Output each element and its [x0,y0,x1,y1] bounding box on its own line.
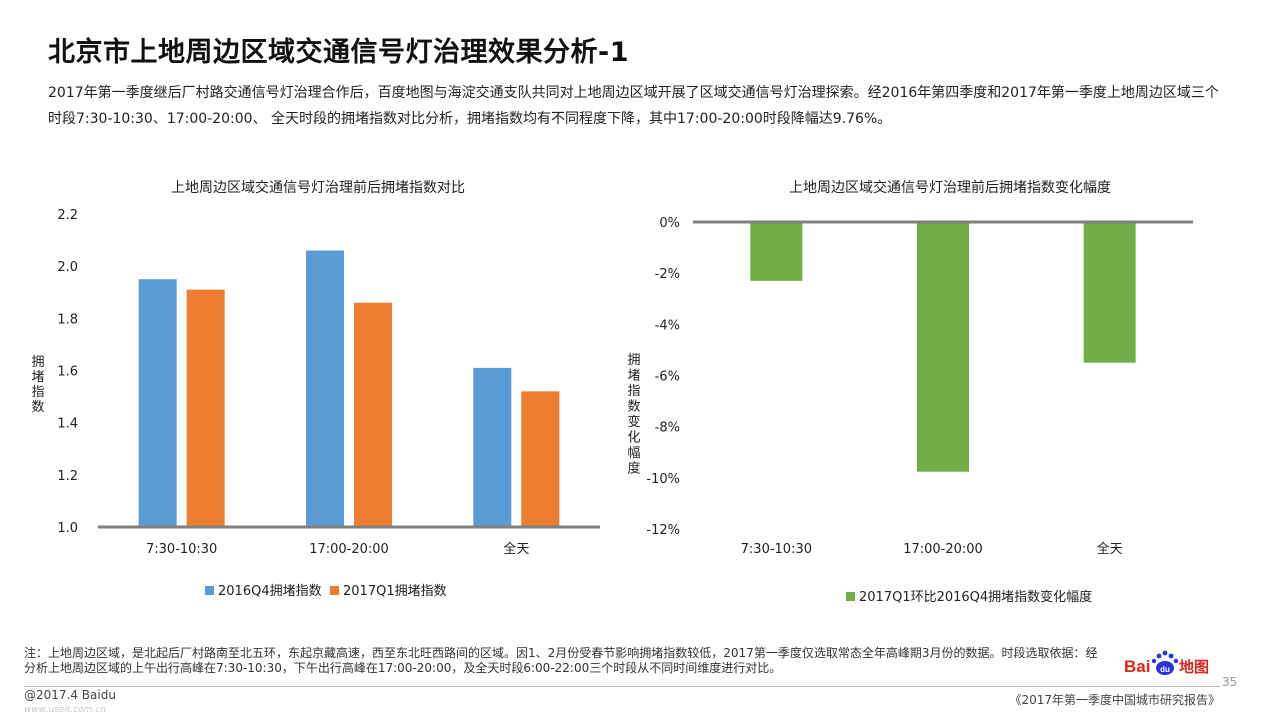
y-tick-label: -10% [646,472,680,487]
watermark: www.useit.com.cn [24,705,106,715]
y-tick-label: -12% [646,523,680,538]
x-category-label: 7:30-10:30 [146,542,217,557]
y-tick-label: -4% [655,318,680,333]
y-tick-label: 1.0 [57,521,78,536]
y-tick-label: 2.0 [57,260,78,275]
y-tick-label: 2.2 [57,208,78,223]
left-bar-chart: 上地周边区域交通信号灯治理前后拥堵指数对比 1.0 1.2 1.4 1.6 1.8 2.0 2… [31,179,600,599]
legend-label: 2016Q4拥堵指数 [218,584,322,599]
footnote: 注：上地周边区域，是北起后厂村路南至北五环，东起京藏高速，西至东北旺西路间的区域… [24,646,1098,675]
bar-2017q1 [186,289,225,527]
y-tick-label: 0% [659,216,680,231]
bar-2017q1 [354,302,392,527]
baidu-map-logo: Bai du 地图 [1124,646,1214,680]
x-category-label: 17:00-20:00 [903,542,983,557]
y-tick-label: -6% [655,370,680,385]
y-tick-label: 1.6 [57,365,78,380]
y-tick-label: 1.4 [57,417,78,432]
y-axis-label: 拥堵指数变化幅度 [627,353,640,477]
x-category-label: 全天 [503,541,529,557]
bar-change [917,222,969,472]
right-bar-chart: 上地周边区域交通信号灯治理前后拥堵指数变化幅度 0% -2% -4% -6% -8% -10… [627,179,1193,605]
copyright: @2017.4 Baidu [24,688,116,702]
x-category-label: 7:30-10:30 [741,542,812,557]
bar-change [1083,222,1136,363]
legend-swatch [205,586,214,595]
bar-change [750,222,803,281]
report-title-footer: 《2017年第一季度中国城市研究报告》 [1009,693,1220,707]
y-tick-label: -8% [655,421,680,436]
bar-2016q4 [306,250,344,527]
bar-2017q1 [521,391,560,527]
legend-swatch [846,592,855,601]
y-tick-label: -2% [655,267,680,282]
x-category-label: 17:00-20:00 [309,542,389,557]
y-axis-label: 拥堵指数 [31,355,44,415]
svg-text:地图: 地图 [1179,658,1209,676]
y-tick-label: 1.8 [57,312,78,327]
intro-paragraph: 2017年第一季度继后厂村路交通信号灯治理合作后，百度地图与海淀交通支队共同对上… [48,85,1219,127]
footer-divider [24,686,1220,687]
legend-swatch [330,586,339,595]
page-title: 北京市上地周边区域交通信号灯治理效果分析-1 [48,37,629,68]
chart-title: 上地周边区域交通信号灯治理前后拥堵指数对比 [171,179,465,196]
page-number: 35 [1222,675,1238,689]
bar-2016q4 [473,367,512,527]
legend-label: 2017Q1拥堵指数 [343,584,447,599]
legend-label: 2017Q1环比2016Q4拥堵指数变化幅度 [859,589,1092,605]
svg-text:du: du [1160,665,1170,674]
chart-title: 上地周边区域交通信号灯治理前后拥堵指数变化幅度 [789,179,1111,196]
svg-text:Bai: Bai [1124,657,1150,676]
y-tick-label: 1.2 [57,469,78,484]
x-category-label: 全天 [1097,541,1123,557]
bar-2016q4 [138,279,177,527]
